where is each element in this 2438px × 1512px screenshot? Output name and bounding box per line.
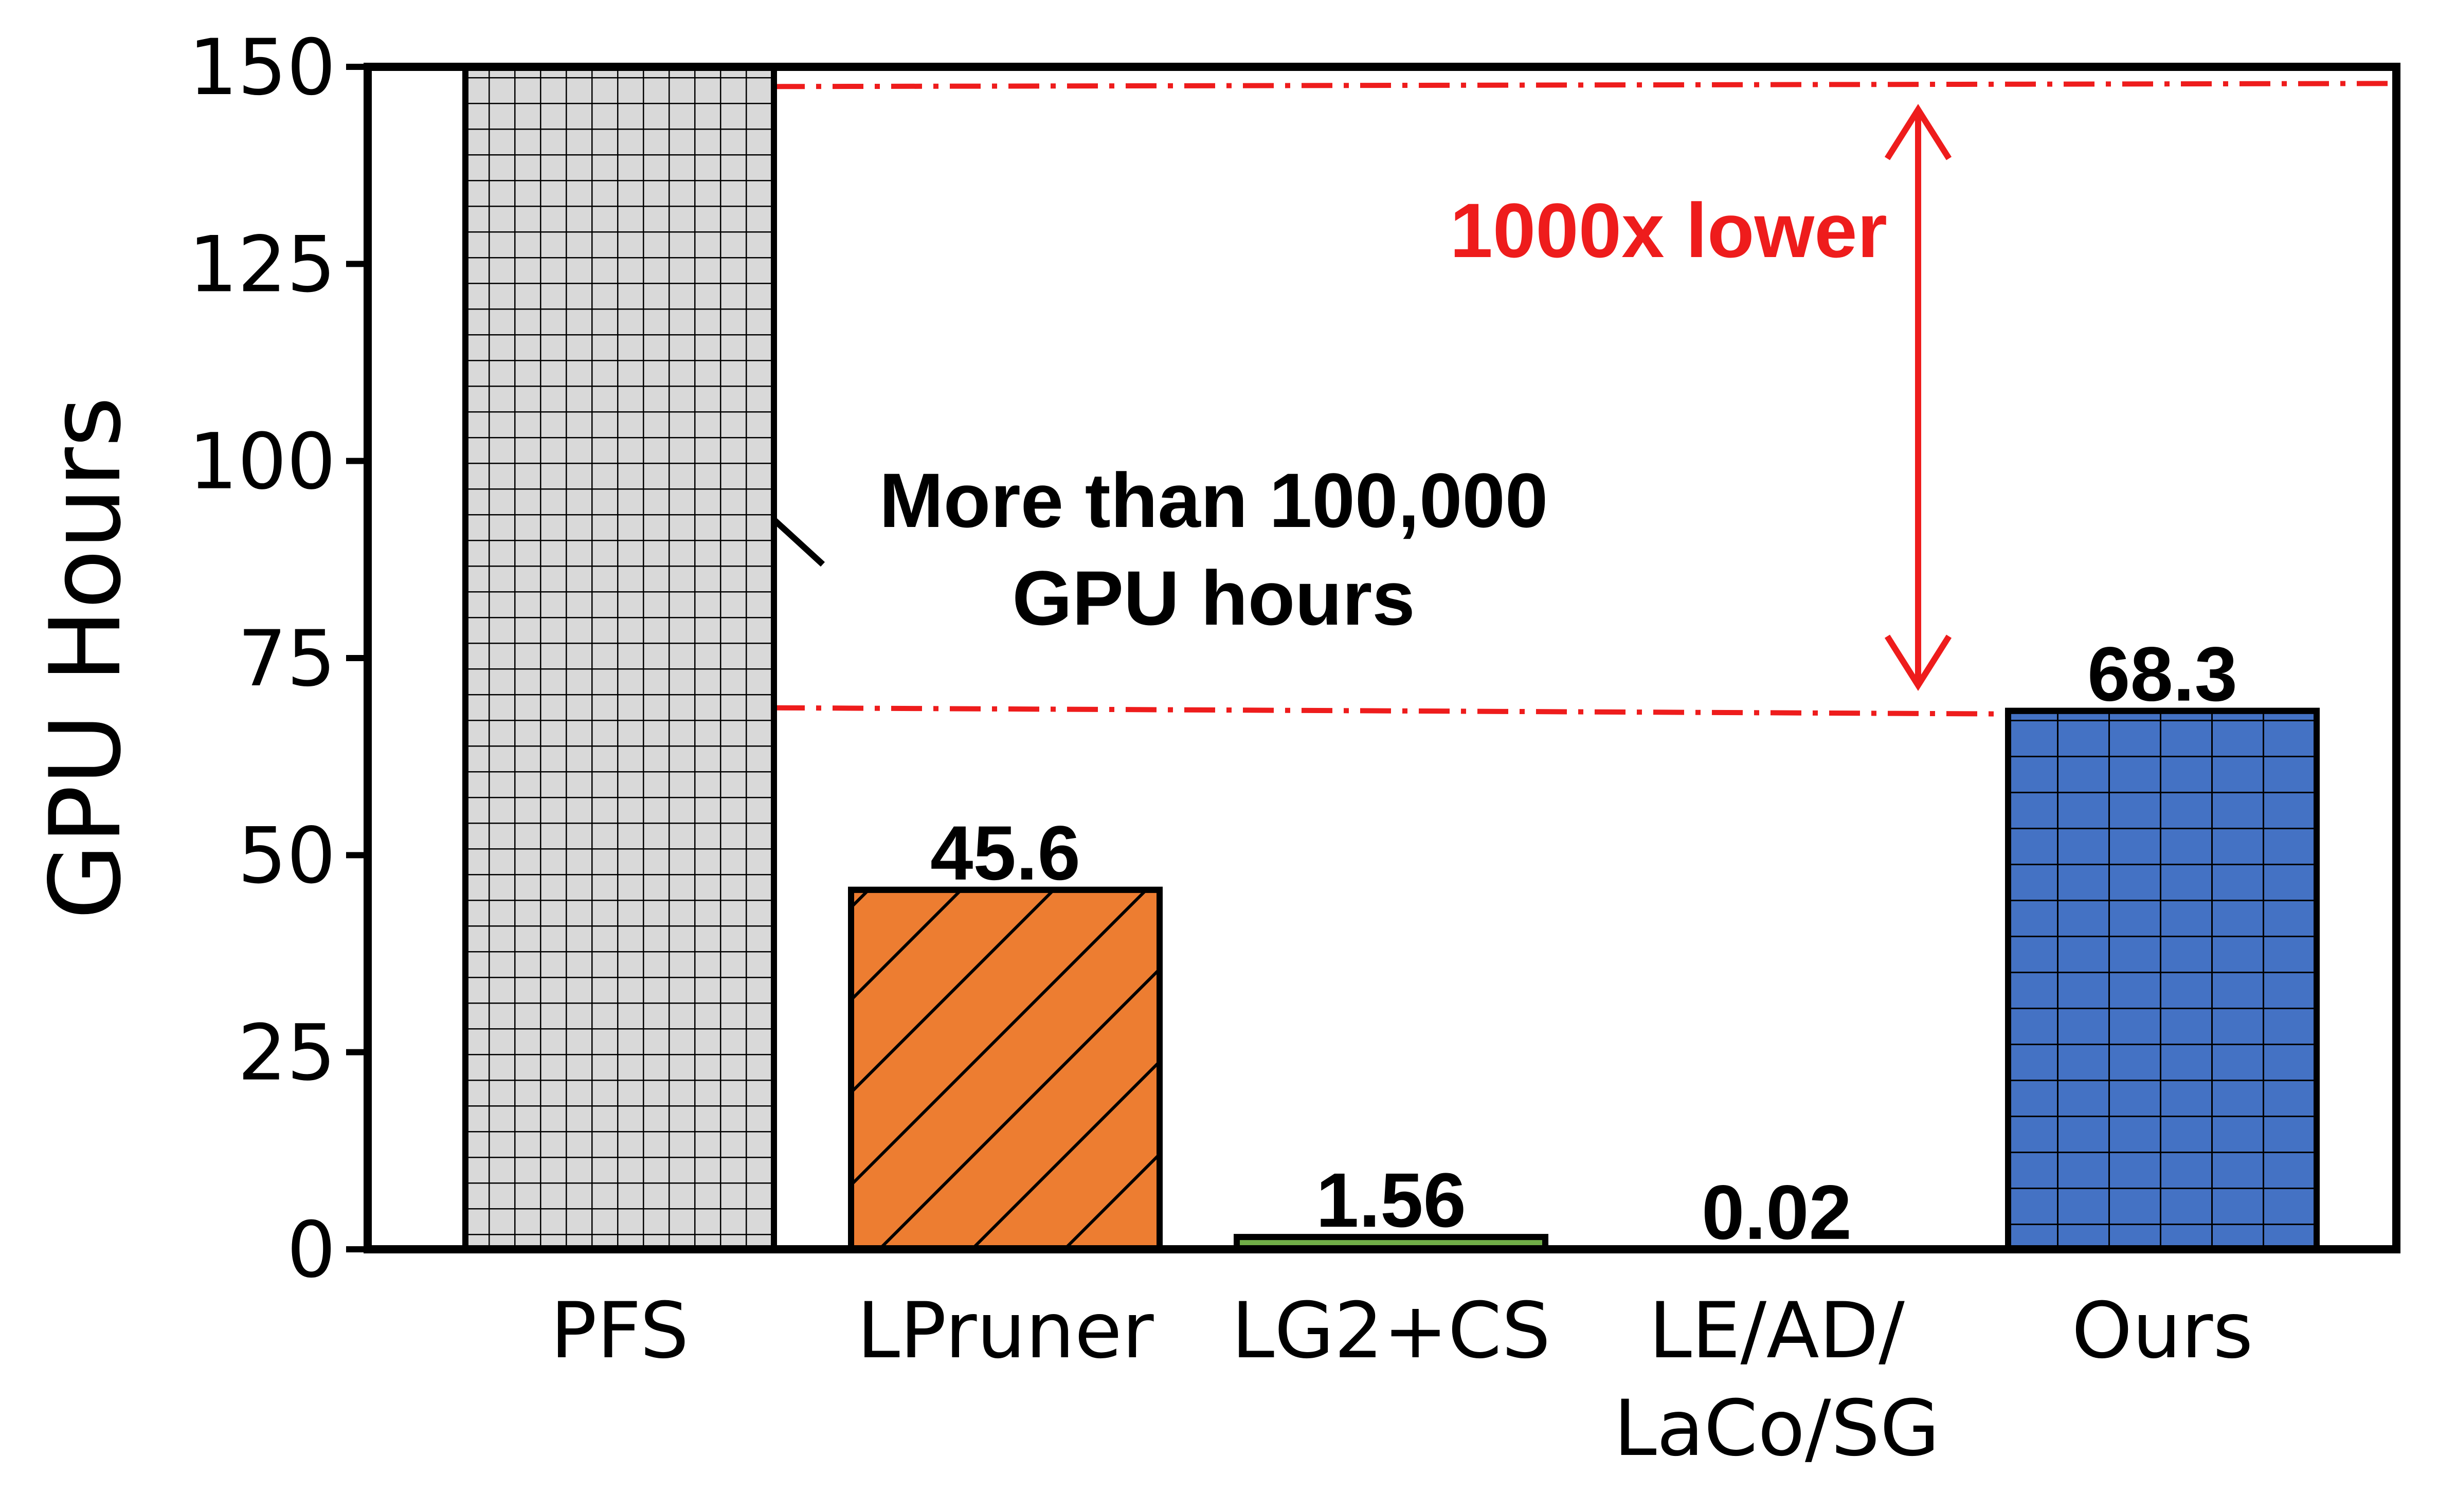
y-axis: 0 25 50 75 100 125 150: [189, 23, 368, 1295]
annotations-layer: 1000x lower More than 100,000 GPU hours: [730, 81, 2397, 717]
value-label: 68.3: [2087, 631, 2237, 717]
bars-layer: [462, 64, 2320, 1253]
upper-reference-line: [773, 81, 2397, 89]
x-category-label: LG2+CS: [1232, 1286, 1551, 1376]
ratio-label: 1000x lower: [1450, 187, 1887, 274]
bar-hatch-4: [2008, 711, 2317, 1249]
value-label: 1.56: [1316, 1157, 1466, 1243]
y-tick-label: 50: [238, 811, 336, 901]
y-axis-label: GPU Hours: [29, 396, 142, 920]
y-tick-label: 100: [189, 417, 336, 507]
bar-hatch-1: [851, 889, 1160, 1249]
x-category-label: LPruner: [857, 1286, 1153, 1376]
ratio-arrow-head-up: [1884, 104, 1952, 160]
value-label: 0.02: [1702, 1169, 1852, 1255]
value-label: 45.6: [930, 810, 1080, 896]
x-axis-categories: PFS LPruner LG2+CS LE/AD/LaCo/SG Ours: [550, 1286, 2253, 1473]
y-tick-label: 125: [189, 220, 336, 309]
y-tick-label: 0: [287, 1206, 336, 1295]
ratio-arrow-head-down: [1884, 634, 1952, 691]
x-category-label: LE/AD/: [1649, 1286, 1905, 1376]
y-tick-label: 150: [189, 23, 336, 113]
x-category-label: Ours: [2072, 1286, 2253, 1376]
pfs-note-line: More than 100,000: [879, 457, 1548, 543]
lower-reference-line: [773, 705, 2009, 717]
y-tick-label: 75: [238, 614, 336, 704]
bar-hatch-0: [465, 67, 774, 1249]
x-category-label: PFS: [550, 1286, 689, 1376]
y-tick-label: 25: [238, 1009, 336, 1098]
pfs-note-line: GPU hours: [1012, 555, 1415, 641]
value-labels: 45.6 1.56 0.02 68.3: [930, 631, 2237, 1255]
x-category-label: LaCo/SG: [1614, 1384, 1940, 1473]
